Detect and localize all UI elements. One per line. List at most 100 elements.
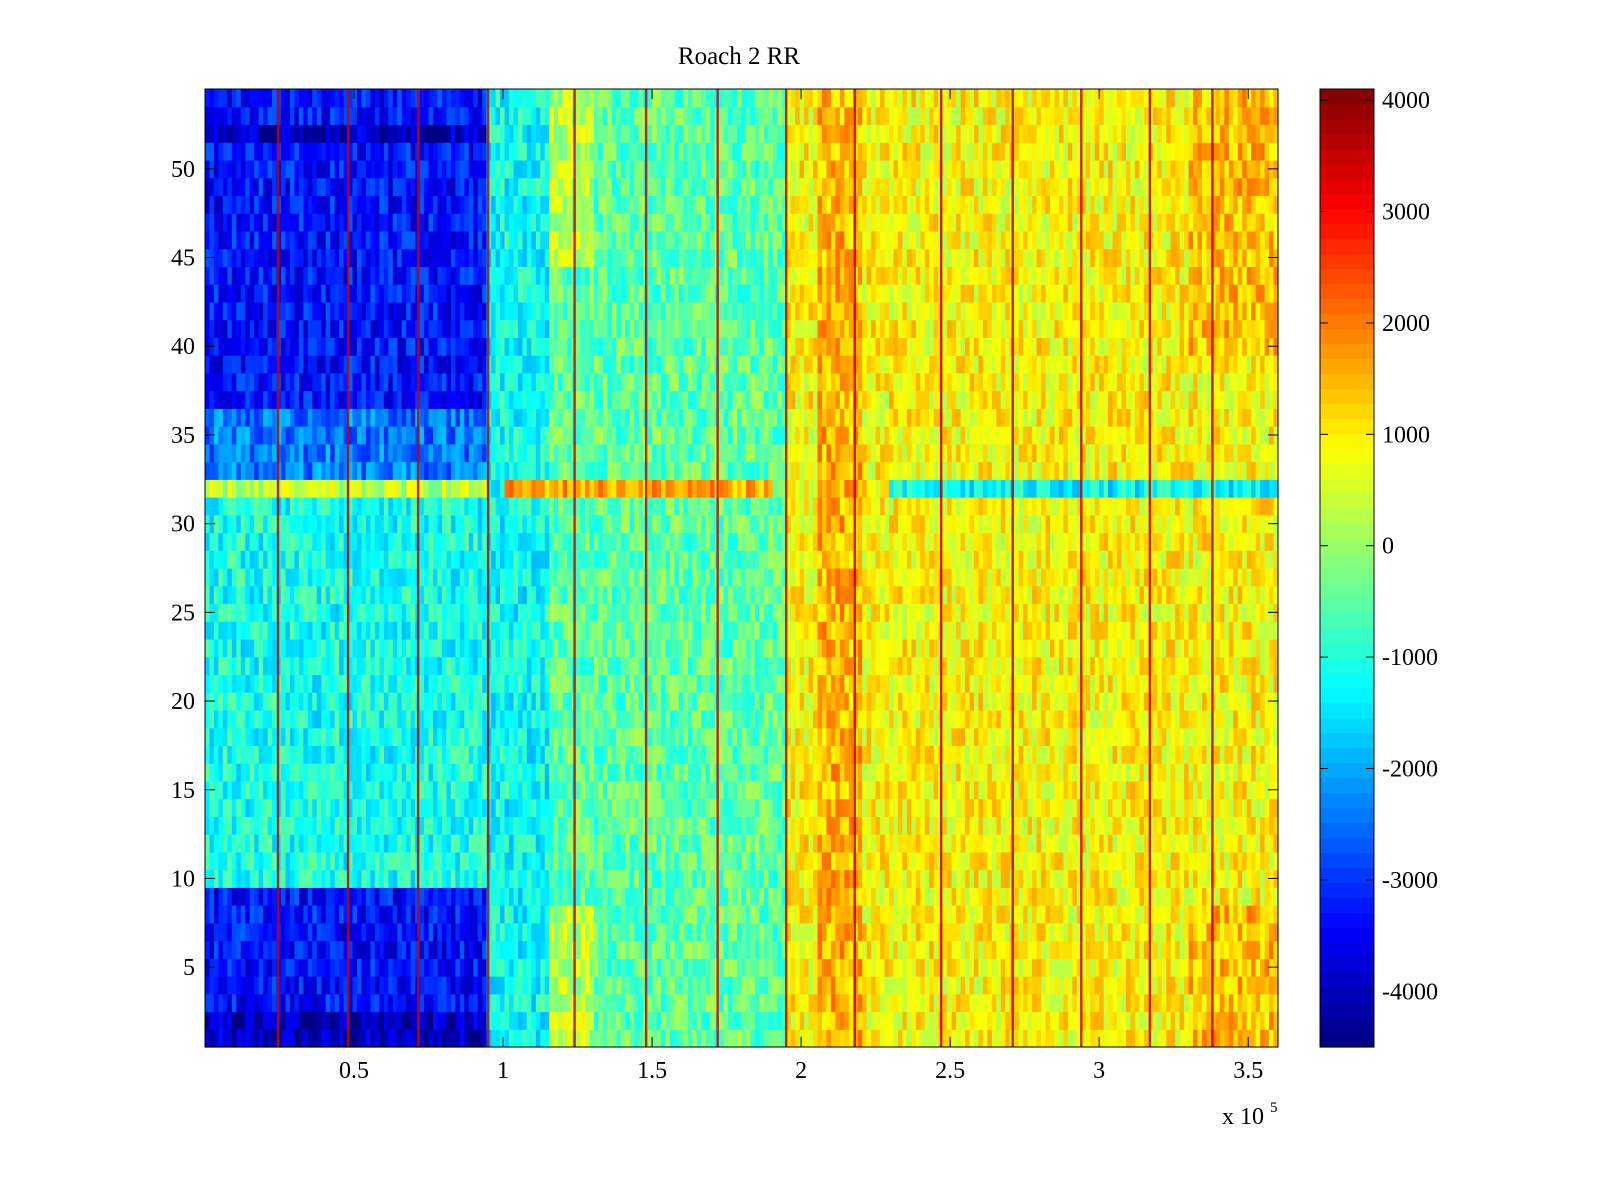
heatmap-cell [880,993,886,1013]
heatmap-cell [388,709,394,729]
heatmap-cell [813,834,819,853]
heatmap-cell [1264,887,1270,906]
heatmap-cell [911,763,917,782]
heatmap-cell [1032,993,1038,1013]
heatmap-cell [844,993,850,1013]
heatmap-cell [1085,834,1091,853]
heatmap-cell [862,1011,868,1030]
heatmap-cell [1099,887,1105,906]
heatmap-cell [1161,922,1167,942]
heatmap-cell [388,727,394,747]
heatmap-cell [1139,727,1145,747]
heatmap-cell [777,816,783,835]
heatmap-cell [790,993,796,1013]
heatmap-cell [665,851,671,871]
heatmap-cell [902,851,908,871]
heatmap-cell [419,798,425,817]
heatmap-cell [401,922,407,942]
heatmap-cell [361,674,367,693]
heatmap-cell [804,763,810,782]
heatmap-cell [473,1011,479,1030]
heatmap-cell [1081,780,1087,800]
heatmap-cell [500,834,506,853]
heatmap-cell [915,674,921,693]
heatmap-cell [1161,745,1167,764]
heatmap-cell [813,798,819,817]
heatmap-cell [902,709,908,729]
heatmap-cell [424,780,430,800]
heatmap-cell [1188,709,1194,729]
heatmap-cell [522,1029,528,1048]
heatmap-cell [1094,905,1100,924]
heatmap-cell [638,674,644,693]
heatmap-cell [370,816,376,835]
heatmap-cell [1045,1029,1051,1048]
heatmap-cell [1090,1011,1096,1030]
heatmap-cell [947,869,953,888]
heatmap-cell [379,763,385,782]
heatmap-cell [1166,976,1172,995]
heatmap-cell [960,993,966,1013]
heatmap-cell [1269,798,1275,817]
heatmap-cell [1076,780,1082,800]
heatmap-cell [589,958,595,977]
heatmap-cell [576,763,582,782]
heatmap-cell [576,887,582,906]
heatmap-cell [781,1029,787,1048]
heatmap-cell [464,816,470,835]
heatmap-cell [1251,993,1257,1013]
heatmap-cell [616,798,622,817]
heatmap-cell [634,709,640,729]
heatmap-cell [1099,816,1105,835]
heatmap-cell [535,692,541,711]
heatmap-cell [1193,798,1199,817]
heatmap-cell [263,709,269,729]
heatmap-row [205,940,1279,959]
heatmap-cell [491,976,497,995]
heatmap-cell [213,940,220,959]
heatmap-cell [236,905,242,924]
heatmap-cell [611,692,617,711]
heatmap-cell [696,834,702,853]
heatmap-cell [1166,780,1172,800]
heatmap-cell [1067,727,1073,747]
heatmap-cell [1161,709,1167,729]
heatmap-cell [477,958,483,977]
heatmap-cell [696,780,702,800]
heatmap-cell [674,869,680,888]
heatmap-cell [589,851,595,871]
heatmap-cell [1108,692,1114,711]
heatmap-cell [593,869,600,888]
heatmap-cell [553,1011,559,1030]
heatmap-cell [424,816,430,835]
heatmap-cell [205,745,211,764]
heatmap-cell [1179,709,1185,729]
heatmap-cell [719,887,725,906]
heatmap-cell [1170,745,1176,764]
heatmap-cell [602,745,608,764]
heatmap-cell [303,922,309,942]
heatmap-cell [889,869,895,888]
heatmap-cell [379,709,385,729]
heatmap-cell [562,1011,568,1030]
heatmap-cell [933,940,939,959]
heatmap-cell [625,887,631,906]
heatmap-cell [1170,816,1176,835]
heatmap-cell [441,798,448,817]
heatmap-cell [254,851,260,871]
heatmap-cell [875,905,881,924]
heatmap-cell [750,1011,756,1030]
heatmap-cell [884,763,890,782]
heatmap-cell [477,940,483,959]
heatmap-cell [960,692,966,711]
heatmap-cell [517,780,524,800]
heatmap-cell [1014,834,1020,853]
heatmap-cell [947,834,953,853]
heatmap-cell [522,958,528,977]
heatmap-cell [1188,887,1194,906]
heatmap-cell [1175,763,1181,782]
heatmap-cell [777,976,783,995]
heatmap-cell [1251,780,1257,800]
heatmap-cell [669,763,676,782]
heatmap-cell [862,869,868,888]
